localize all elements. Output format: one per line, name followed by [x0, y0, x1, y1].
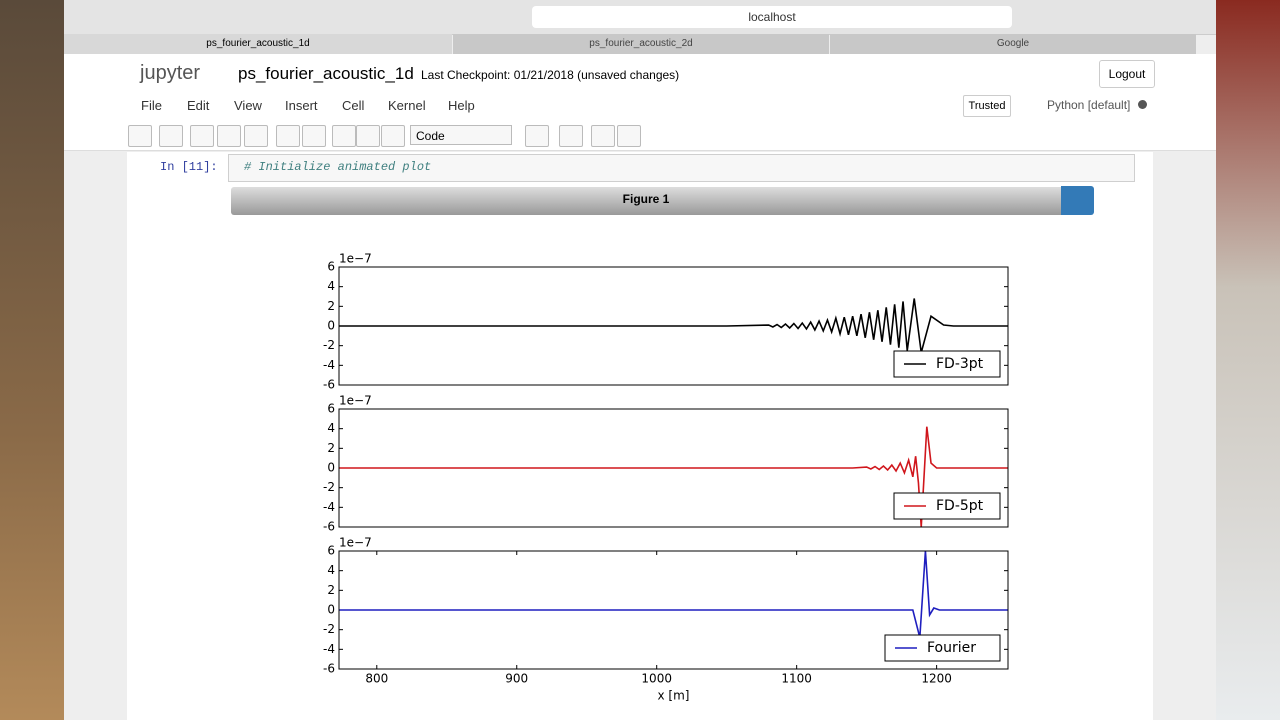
y-tick-label: 6	[327, 260, 335, 274]
x-tick-label: 1200	[921, 672, 952, 686]
kernel-indicator	[1138, 100, 1147, 109]
series-line	[339, 426, 1008, 528]
y-tick-label: 6	[327, 402, 335, 416]
legend-label: Fourier	[927, 640, 976, 656]
menu-item[interactable]: Help	[448, 98, 475, 113]
tab[interactable]: Google	[830, 34, 1196, 54]
y-tick-label: 6	[327, 544, 335, 558]
figure-title: Figure 1	[231, 187, 1061, 215]
y-tick-label: -4	[323, 642, 335, 656]
toolbar-button[interactable]	[525, 125, 549, 147]
y-tick-label: 0	[327, 603, 335, 617]
x-tick-label: 1100	[781, 672, 812, 686]
toolbar-button[interactable]	[559, 125, 583, 147]
stop-interaction-button[interactable]	[1061, 186, 1094, 215]
menu-item[interactable]: File	[141, 98, 162, 113]
toolbar-button[interactable]	[159, 125, 183, 147]
cell-type-select[interactable]: Code	[410, 125, 512, 145]
cell-prompt: In [11]:	[160, 160, 218, 174]
y-tick-label: -6	[323, 520, 335, 534]
y-tick-label: 4	[327, 421, 335, 435]
y-tick-label: -6	[323, 378, 335, 392]
x-tick-label: 1000	[641, 672, 672, 686]
trusted-indicator[interactable]: Trusted	[963, 95, 1011, 117]
y-tick-label: 4	[327, 279, 335, 293]
code-cell[interactable]	[228, 154, 1135, 182]
series-line	[339, 298, 1008, 353]
y-tick-label: -2	[323, 338, 335, 352]
toolbar-button[interactable]	[217, 125, 241, 147]
toolbar-button[interactable]	[617, 125, 641, 147]
x-tick-label: 900	[505, 672, 528, 686]
y-tick-label: 2	[327, 441, 335, 455]
axes-frame	[338, 408, 1009, 528]
toolbar-button[interactable]	[356, 125, 380, 147]
y-tick-label: -4	[323, 500, 335, 514]
toolbar-button[interactable]	[190, 125, 214, 147]
legend-label: FD-5pt	[936, 498, 984, 514]
y-tick-label: -6	[323, 662, 335, 676]
menu-item[interactable]: View	[234, 98, 262, 113]
axes-frame	[338, 266, 1009, 386]
toolbar: localhost	[64, 0, 1216, 35]
toolbar-button[interactable]	[276, 125, 300, 147]
logo: jupyter	[140, 62, 201, 84]
toolbar-button[interactable]	[381, 125, 405, 147]
y-tick-label: 2	[327, 299, 335, 313]
series-line	[339, 550, 1008, 638]
x-tick-label: 800	[365, 672, 388, 686]
logout-button[interactable]: Logout	[1099, 60, 1155, 88]
kernel-name: Python [default]	[1047, 98, 1131, 112]
toolbar-button[interactable]	[302, 125, 326, 147]
y-tick-label: -2	[323, 480, 335, 494]
menu-item[interactable]: Kernel	[388, 98, 426, 113]
menu-item[interactable]: Insert	[285, 98, 318, 113]
desktop-left	[0, 0, 64, 720]
code-comment: # Initialize animated plot	[244, 160, 432, 174]
tab[interactable]: ps_fourier_acoustic_2d	[453, 34, 829, 54]
address-bar[interactable]: localhost	[532, 6, 1012, 28]
toolbar-button[interactable]	[591, 125, 615, 147]
offset-label: 1e−7	[339, 536, 372, 550]
toolbar-button[interactable]	[244, 125, 268, 147]
menu-item[interactable]: Cell	[342, 98, 365, 113]
checkpoint: Last Checkpoint: 01/21/2018 (unsaved cha…	[421, 68, 680, 82]
tab[interactable]: ps_fourier_acoustic_1d	[64, 34, 452, 54]
offset-label: 1e−7	[339, 252, 372, 266]
offset-label: 1e−7	[339, 394, 372, 408]
y-tick-label: 0	[327, 319, 335, 333]
y-tick-label: 0	[327, 461, 335, 475]
axes-frame	[338, 550, 1009, 670]
desktop-right	[1216, 0, 1280, 720]
toolbar-button[interactable]	[128, 125, 152, 147]
menu-item[interactable]: Edit	[187, 98, 210, 113]
notebook-name[interactable]: ps_fourier_acoustic_1d	[238, 64, 414, 83]
toolbar-button[interactable]	[332, 125, 356, 147]
legend-label: FD-3pt	[936, 356, 984, 372]
y-tick-label: -2	[323, 622, 335, 636]
y-tick-label: 4	[327, 563, 335, 577]
legend-box	[893, 492, 1001, 520]
y-tick-label: 2	[327, 583, 335, 597]
x-axis-label: x [m]	[658, 689, 690, 703]
y-tick-label: -4	[323, 358, 335, 372]
